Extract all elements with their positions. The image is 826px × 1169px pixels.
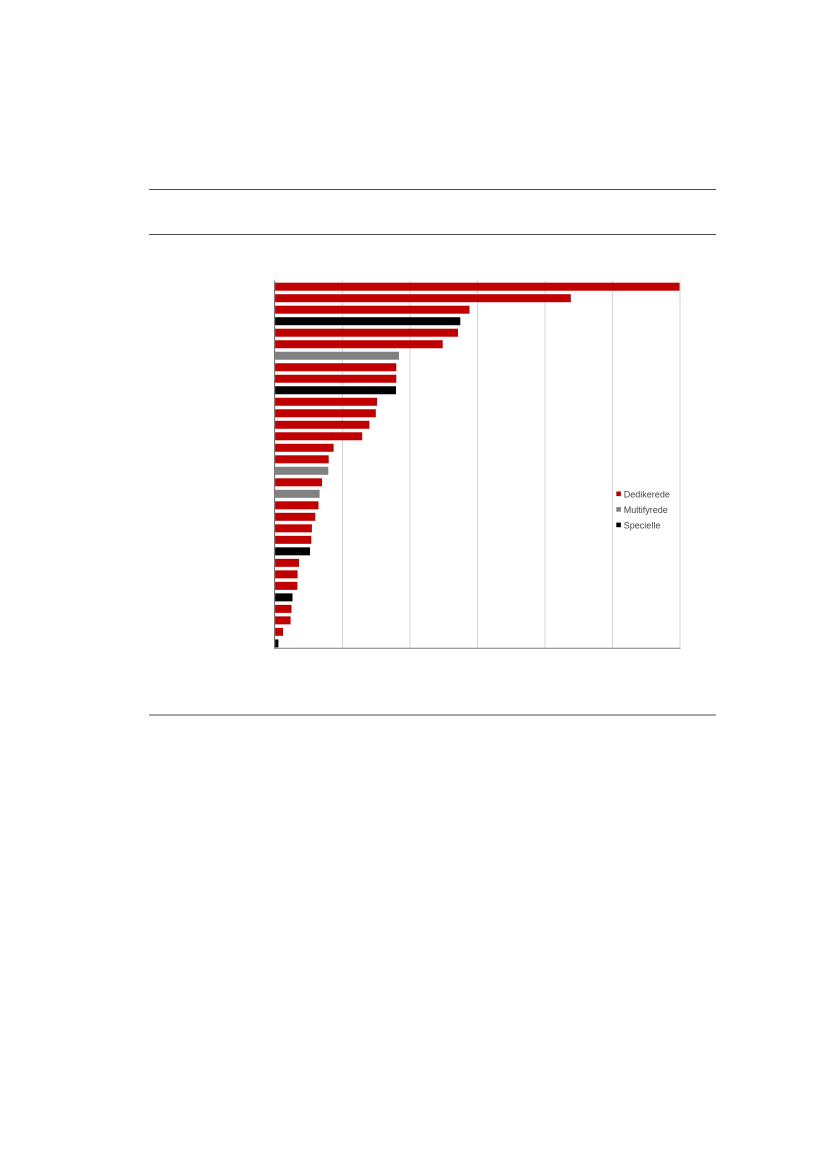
svg-text:Dedikerede: Dedikerede <box>624 490 670 500</box>
svg-text:Specielle: Specielle <box>624 521 661 531</box>
svg-text:Multifyrede: Multifyrede <box>624 505 668 515</box>
